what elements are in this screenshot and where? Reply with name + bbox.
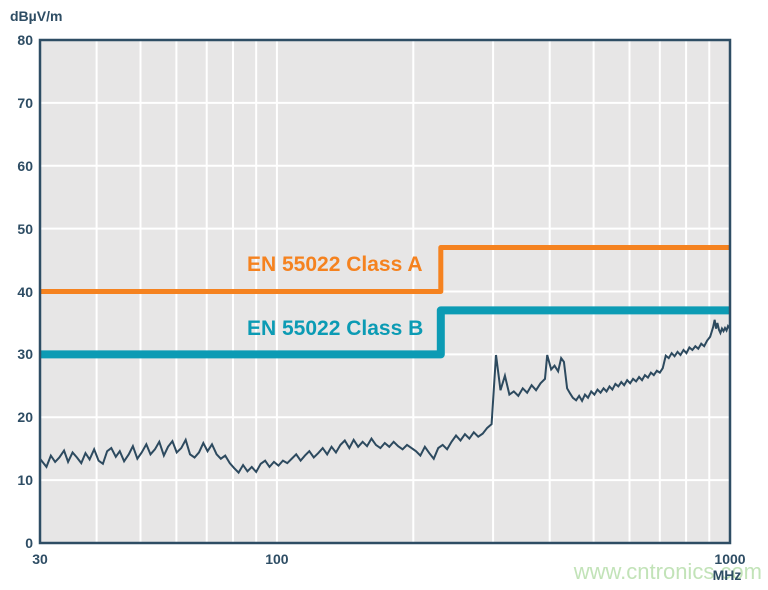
- x-tick-label: 1000: [714, 551, 746, 567]
- y-tick-label: 20: [17, 409, 33, 426]
- x-tick-label: 100: [265, 551, 289, 567]
- class-a-limit-line: [40, 244, 730, 294]
- class-a-limit-label: EN 55022 Class A: [247, 253, 423, 276]
- class-b-limit-line: [40, 306, 730, 359]
- y-tick-label: 40: [17, 283, 33, 300]
- y-tick-label: 30: [17, 346, 33, 363]
- y-tick-label: 80: [17, 32, 33, 48]
- plot-frame: [38, 38, 732, 545]
- x-tick-label: 30: [32, 551, 48, 567]
- y-tick-label: 50: [17, 220, 33, 237]
- watermark-text: www.cntronics.com: [573, 559, 762, 584]
- y-axis-unit-label: dBµV/m: [10, 8, 63, 24]
- class-b-limit-label: EN 55022 Class B: [247, 317, 424, 340]
- y-tick-label: 10: [17, 472, 33, 489]
- x-axis-unit-label: MHz: [712, 567, 742, 583]
- emission-trace: [39, 319, 731, 475]
- y-tick-label: 0: [25, 535, 33, 551]
- y-tick-label: 60: [17, 157, 33, 174]
- y-tick-label: 70: [17, 94, 33, 111]
